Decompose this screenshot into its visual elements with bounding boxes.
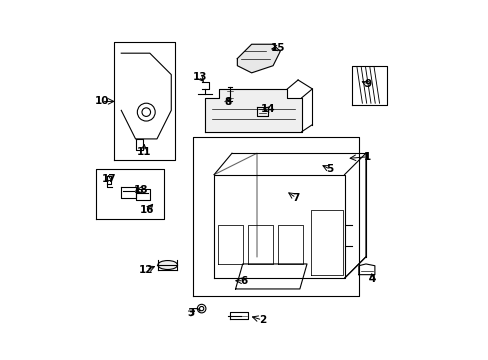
Text: 14: 14 — [260, 104, 274, 114]
Text: 7: 7 — [292, 193, 299, 203]
Polygon shape — [237, 44, 280, 73]
Ellipse shape — [158, 261, 177, 270]
Text: 17: 17 — [101, 174, 116, 184]
Text: 11: 11 — [136, 147, 151, 157]
Text: 8: 8 — [224, 97, 231, 107]
Text: 4: 4 — [368, 274, 375, 284]
Text: 12: 12 — [139, 265, 153, 275]
Polygon shape — [205, 89, 301, 132]
Text: 13: 13 — [192, 72, 207, 82]
Text: 3: 3 — [187, 308, 194, 318]
Text: 2: 2 — [258, 315, 265, 325]
Text: 16: 16 — [140, 205, 154, 215]
Text: 6: 6 — [240, 276, 247, 286]
Text: 1: 1 — [364, 152, 370, 162]
Text: 9: 9 — [364, 79, 370, 89]
Text: 10: 10 — [94, 96, 109, 107]
Text: 5: 5 — [326, 164, 333, 174]
Text: 15: 15 — [271, 43, 285, 53]
Text: 18: 18 — [133, 185, 148, 195]
